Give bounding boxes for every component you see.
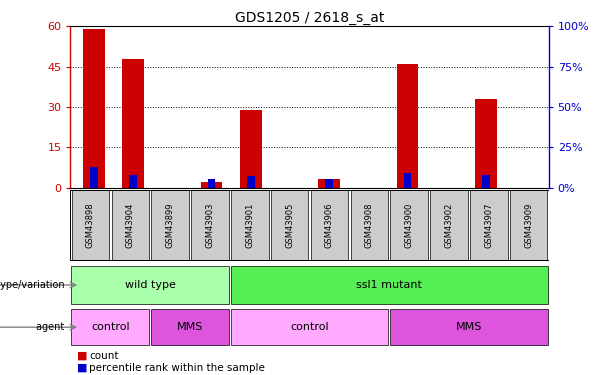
Title: GDS1205 / 2618_s_at: GDS1205 / 2618_s_at (235, 11, 384, 25)
Bar (129, 175, 137, 188)
Text: count: count (89, 351, 118, 361)
Bar (151, 309, 229, 345)
Bar (240, 110, 262, 188)
Bar (397, 64, 418, 188)
Text: percentile rank within the sample: percentile rank within the sample (89, 363, 265, 373)
Bar (430, 190, 468, 260)
Bar (90, 166, 98, 188)
Text: GSM43901: GSM43901 (245, 202, 254, 248)
Text: MMS: MMS (455, 322, 482, 332)
Bar (475, 99, 497, 188)
Text: ■: ■ (77, 351, 87, 361)
Text: ■: ■ (77, 363, 87, 373)
Bar (390, 309, 548, 345)
Text: GSM43903: GSM43903 (205, 202, 215, 248)
Text: control: control (290, 322, 329, 332)
Text: GSM43902: GSM43902 (444, 202, 454, 248)
Text: genotype/variation: genotype/variation (0, 280, 67, 290)
Text: control: control (91, 322, 130, 332)
Bar (123, 58, 144, 188)
Bar (191, 190, 229, 260)
Bar (351, 190, 388, 260)
Bar (311, 190, 348, 260)
Bar (404, 173, 411, 188)
Bar (271, 190, 308, 260)
Bar (247, 176, 254, 188)
Text: GSM43904: GSM43904 (126, 202, 135, 248)
Bar (83, 29, 105, 188)
Text: GSM43900: GSM43900 (405, 202, 414, 248)
Bar (71, 309, 150, 345)
Text: GSM43906: GSM43906 (325, 202, 334, 248)
Bar (151, 190, 189, 260)
Bar (71, 266, 229, 304)
Bar (470, 190, 508, 260)
Bar (231, 190, 268, 260)
Bar (326, 180, 333, 188)
Text: GSM43905: GSM43905 (285, 202, 294, 248)
Bar (201, 182, 223, 188)
Text: GSM43907: GSM43907 (484, 202, 493, 248)
Bar (230, 266, 548, 304)
Text: GSM43899: GSM43899 (166, 202, 175, 248)
Bar (230, 309, 389, 345)
Bar (318, 180, 340, 188)
Bar (482, 175, 490, 188)
Bar (390, 190, 428, 260)
Text: ssl1 mutant: ssl1 mutant (356, 280, 422, 290)
Bar (208, 180, 215, 188)
Text: MMS: MMS (177, 322, 204, 332)
Text: GSM43908: GSM43908 (365, 202, 374, 248)
Text: GSM43909: GSM43909 (524, 202, 533, 248)
Text: wild type: wild type (125, 280, 175, 290)
Bar (510, 190, 547, 260)
Text: agent: agent (36, 322, 67, 332)
Text: GSM43898: GSM43898 (86, 202, 95, 248)
Bar (72, 190, 109, 260)
Bar (112, 190, 149, 260)
